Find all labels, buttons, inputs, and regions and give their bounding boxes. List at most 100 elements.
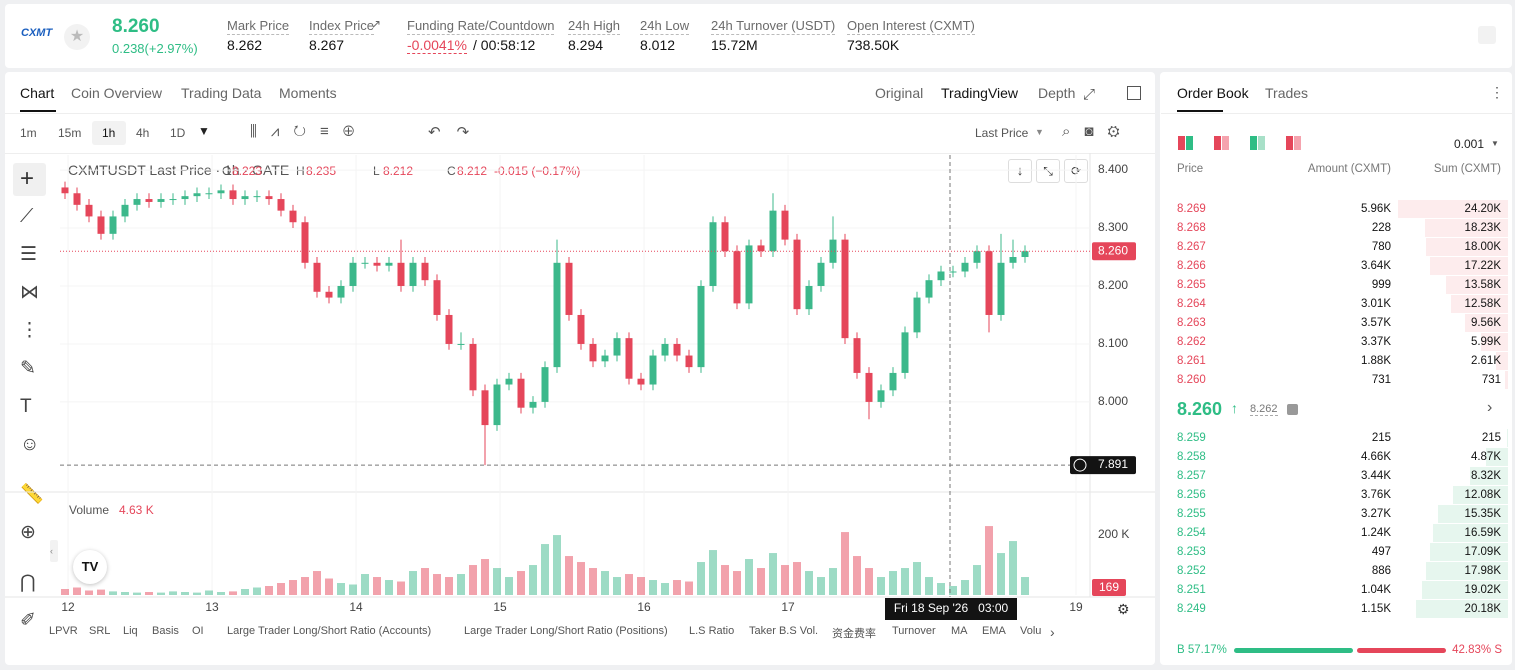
ob-price: 8.267 (1177, 241, 1206, 253)
interval[interactable]: 4h (136, 126, 150, 140)
indicator[interactable]: Large Trader Long/Short Ratio (Positions… (464, 625, 668, 637)
chart-tab-underline (20, 110, 56, 112)
candle-body (529, 401, 537, 408)
book-view-icon[interactable] (1186, 136, 1193, 150)
candle-body (373, 262, 381, 266)
candle-body (985, 251, 993, 315)
volume-bar (757, 568, 765, 595)
ob-sum: 8.32K (1470, 470, 1501, 482)
indicator[interactable]: Volu (1020, 625, 1042, 637)
book-view-icon[interactable] (1250, 136, 1257, 150)
candle-body (685, 355, 693, 368)
indicator[interactable]: Liq (123, 625, 138, 637)
favorite-star[interactable]: ★ (64, 24, 90, 50)
ob-price: 8.263 (1177, 317, 1206, 329)
candle-body (613, 338, 621, 356)
x-tick-label: 19 (1069, 600, 1083, 614)
interval[interactable]: 1D (170, 126, 186, 140)
view-tab[interactable]: Depth (1038, 85, 1076, 101)
interval[interactable]: 1h (102, 126, 116, 140)
x-tick-label: 13 (205, 600, 219, 614)
chart-tab[interactable]: Moments (279, 85, 337, 101)
settings-icon[interactable]: ⚙ (1117, 601, 1130, 617)
toolbar-icons[interactable]: ⫼⩘↻≡⊕ (250, 123, 369, 140)
indicator[interactable]: Turnover (892, 625, 936, 637)
ob-tab[interactable]: Order Book (1177, 85, 1249, 101)
candle-body (841, 239, 849, 339)
depth-bar (1453, 486, 1508, 504)
book-view-icon[interactable] (1294, 136, 1301, 150)
ob-sum: 17.09K (1464, 546, 1501, 558)
view-tab[interactable]: Original (875, 85, 924, 101)
indicator[interactable]: LPVR (49, 625, 78, 637)
indicator-next[interactable]: › (1050, 624, 1055, 640)
drawing-tools[interactable]: ⟋ ☰ ⋈ ⋮ ✎ T ☺ 📏 ⊕ ⋂ ✐ (20, 206, 44, 631)
collapse-toolbar[interactable]: ‹ (50, 540, 58, 562)
header-icon[interactable] (1478, 26, 1496, 44)
interval[interactable]: 15m (58, 126, 82, 140)
indicator[interactable]: EMA (982, 625, 1006, 637)
ob-shield-icon (1287, 404, 1298, 415)
chart-tab[interactable]: Trading Data (181, 85, 262, 101)
candle-body (877, 390, 885, 402)
candle-body (97, 216, 105, 234)
ob-mark-price: 8.262 (1250, 403, 1278, 416)
candle-body (109, 216, 117, 234)
window-icon[interactable] (1127, 86, 1141, 100)
book-view-icon[interactable] (1286, 136, 1293, 150)
ob-more[interactable]: › (1487, 399, 1493, 416)
book-view-icon[interactable] (1214, 136, 1221, 150)
price-source[interactable]: Last Price (975, 126, 1029, 140)
ob-menu[interactable]: ⋮ (1490, 84, 1504, 100)
crosshair-tool[interactable]: + (20, 165, 35, 192)
indicator[interactable]: Basis (152, 625, 179, 637)
candle-body (265, 196, 273, 200)
chart-tab[interactable]: Coin Overview (71, 85, 163, 101)
candle-body (61, 187, 69, 194)
interval[interactable]: 1m (20, 126, 37, 140)
fullscreen-icon[interactable]: ⤢ (1083, 86, 1096, 103)
tv-logo: TV (73, 550, 107, 584)
indicator[interactable]: OI (192, 625, 204, 637)
volume-bar (961, 580, 969, 595)
ob-tab[interactable]: Trades (1265, 85, 1309, 101)
book-view-icon[interactable] (1222, 136, 1229, 150)
candle-body (205, 193, 213, 195)
indicator[interactable]: 资金费率 (832, 628, 876, 640)
logo: CXMT (21, 27, 53, 39)
x-tick-label: 16 (637, 600, 651, 614)
volume-bar (169, 591, 177, 595)
candle-body (397, 262, 405, 286)
view-tab[interactable]: TradingView (941, 85, 1019, 101)
ob-price: 8.269 (1177, 203, 1206, 215)
indicator[interactable]: Taker B.S Vol. (749, 625, 819, 637)
chart-tab[interactable]: Chart (20, 85, 55, 101)
candle-body (349, 262, 357, 286)
indicator[interactable]: MA (951, 625, 968, 637)
ob-precision[interactable]: 0.001 (1454, 137, 1485, 151)
candle-body (949, 271, 957, 273)
candle-body (241, 196, 249, 200)
cursor-time-label: Fri 18 Sep '26 03:00 (894, 601, 1009, 615)
dropdown-arrow[interactable]: ▼ (198, 124, 210, 138)
candle-body (469, 343, 477, 391)
indicator[interactable]: SRL (89, 625, 111, 637)
indicator[interactable]: L.S Ratio (689, 625, 735, 637)
candle-body (673, 343, 681, 356)
depth-bar (1446, 276, 1508, 294)
volume-bar (589, 568, 597, 595)
last-price-box (1092, 242, 1136, 261)
ob-price: 8.256 (1177, 489, 1206, 501)
chart-tools[interactable]: ⌕◙⚙ (1062, 123, 1134, 140)
candle-body (457, 343, 465, 345)
candle-body (565, 262, 573, 315)
book-view-icon[interactable] (1178, 136, 1185, 150)
ob-amount: 1.88K (1360, 355, 1391, 367)
stat-value: 8.294 (568, 37, 604, 53)
header-price: 8.260 (112, 16, 160, 37)
ob-sum: 16.59K (1464, 527, 1501, 539)
collapse-button[interactable]: ⤡ (1036, 159, 1060, 183)
indicator[interactable]: Large Trader Long/Short Ratio (Accounts) (227, 625, 432, 637)
undo-redo[interactable]: ↶↷ (428, 124, 486, 141)
book-view-icon[interactable] (1258, 136, 1265, 150)
